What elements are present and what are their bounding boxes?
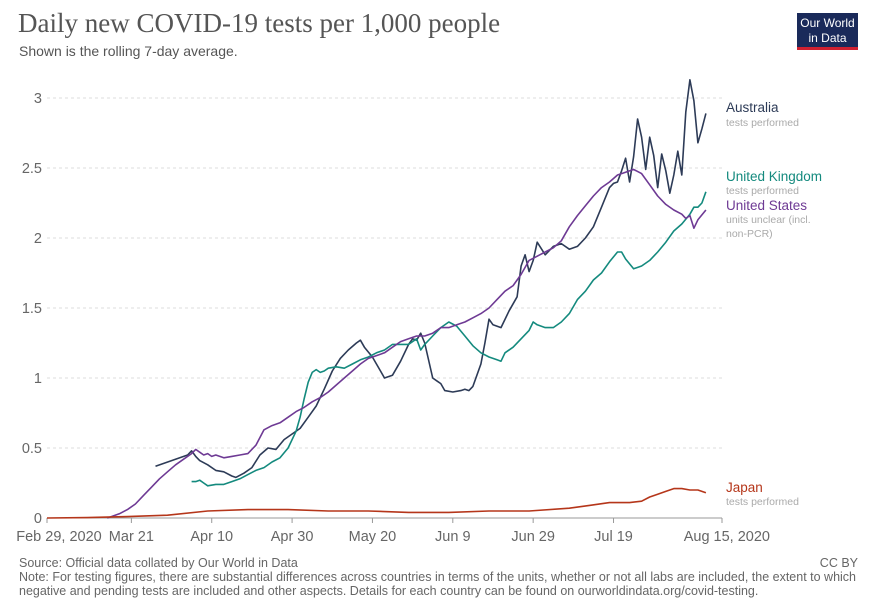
x-tick-label: Jun 9 bbox=[435, 529, 470, 545]
logo-line-1: Our World bbox=[800, 16, 855, 30]
series-line-uk bbox=[191, 191, 707, 487]
series-line-japan bbox=[46, 487, 707, 519]
license-link[interactable]: CC BY bbox=[819, 556, 858, 570]
chart-title: Daily new COVID-19 tests per 1,000 peopl… bbox=[18, 8, 501, 38]
y-tick-label: 1.5 bbox=[22, 301, 42, 317]
series-sublabel-uk: tests performed bbox=[726, 185, 799, 197]
x-tick-label: Aug 15, 2020 bbox=[684, 529, 770, 545]
owid-logo[interactable]: Our World in Data bbox=[797, 13, 858, 50]
series-label-uk: United Kingdom bbox=[726, 169, 822, 184]
y-tick-label: 3 bbox=[34, 91, 42, 107]
series-sublabel-australia: tests performed bbox=[726, 117, 799, 129]
y-tick-label: 1 bbox=[34, 371, 42, 387]
series bbox=[46, 79, 707, 519]
series-sublabel-us: units unclear (incl. non-PCR) bbox=[726, 214, 811, 240]
series-label-japan: Japan bbox=[726, 480, 763, 495]
series-line-us bbox=[107, 168, 707, 519]
x-tick-label: Feb 29, 2020 bbox=[16, 529, 101, 545]
note-text: Note: For testing figures, there are sub… bbox=[19, 570, 857, 598]
series-label-us: United States bbox=[726, 198, 807, 213]
x-tick-label: Apr 30 bbox=[271, 529, 314, 545]
footer: Source: Official data collated by Our Wo… bbox=[19, 556, 860, 598]
x-axis: Feb 29, 2020 Mar 21 Apr 10 Apr 30 May 20 Jun … bbox=[16, 517, 770, 545]
grid bbox=[47, 97, 722, 449]
y-tick-label: 0.5 bbox=[22, 441, 42, 457]
y-tick-label: 2 bbox=[34, 231, 42, 247]
x-tick-label: Mar 21 bbox=[109, 529, 154, 545]
series-sublabel-japan: tests performed bbox=[726, 496, 799, 508]
y-axis: 0 0.5 1 1.5 2 2.5 3 bbox=[22, 91, 42, 527]
source-text: Source: Official data collated by Our Wo… bbox=[19, 556, 298, 570]
series-label-australia: Australia bbox=[726, 100, 779, 115]
series-line-australia bbox=[155, 79, 707, 479]
x-tick-label: Apr 10 bbox=[190, 529, 233, 545]
x-tick-label: May 20 bbox=[349, 529, 397, 545]
logo-line-2: in Data bbox=[808, 31, 847, 45]
x-tick-label: Jul 19 bbox=[594, 529, 633, 545]
chart-subtitle: Shown is the rolling 7-day average. bbox=[19, 43, 238, 59]
x-tick-label: Jun 29 bbox=[511, 529, 555, 545]
y-tick-label: 2.5 bbox=[22, 161, 42, 177]
y-tick-label: 0 bbox=[34, 511, 42, 527]
